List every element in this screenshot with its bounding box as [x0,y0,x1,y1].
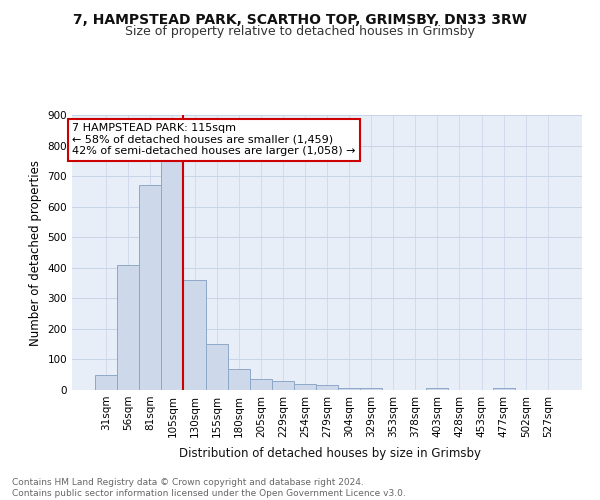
Bar [139,186,161,390]
Bar [117,264,139,390]
Text: 7 HAMPSTEAD PARK: 115sqm
← 58% of detached houses are smaller (1,459)
42% of sem: 7 HAMPSTEAD PARK: 115sqm ← 58% of detach… [72,123,355,156]
Bar [184,280,206,390]
Y-axis label: Number of detached properties: Number of detached properties [29,160,42,346]
Bar [427,388,448,390]
Text: 7, HAMPSTEAD PARK, SCARTHO TOP, GRIMSBY, DN33 3RW: 7, HAMPSTEAD PARK, SCARTHO TOP, GRIMSBY,… [73,12,527,26]
Bar [338,388,360,390]
Bar [227,369,250,390]
Text: Distribution of detached houses by size in Grimsby: Distribution of detached houses by size … [179,448,481,460]
Bar [161,161,184,390]
Text: Size of property relative to detached houses in Grimsby: Size of property relative to detached ho… [125,25,475,38]
Bar [95,376,117,390]
Bar [250,380,272,390]
Bar [294,384,316,390]
Bar [316,386,338,390]
Bar [206,344,227,390]
Bar [272,382,294,390]
Bar [360,388,382,390]
Bar [493,388,515,390]
Text: Contains HM Land Registry data © Crown copyright and database right 2024.
Contai: Contains HM Land Registry data © Crown c… [12,478,406,498]
